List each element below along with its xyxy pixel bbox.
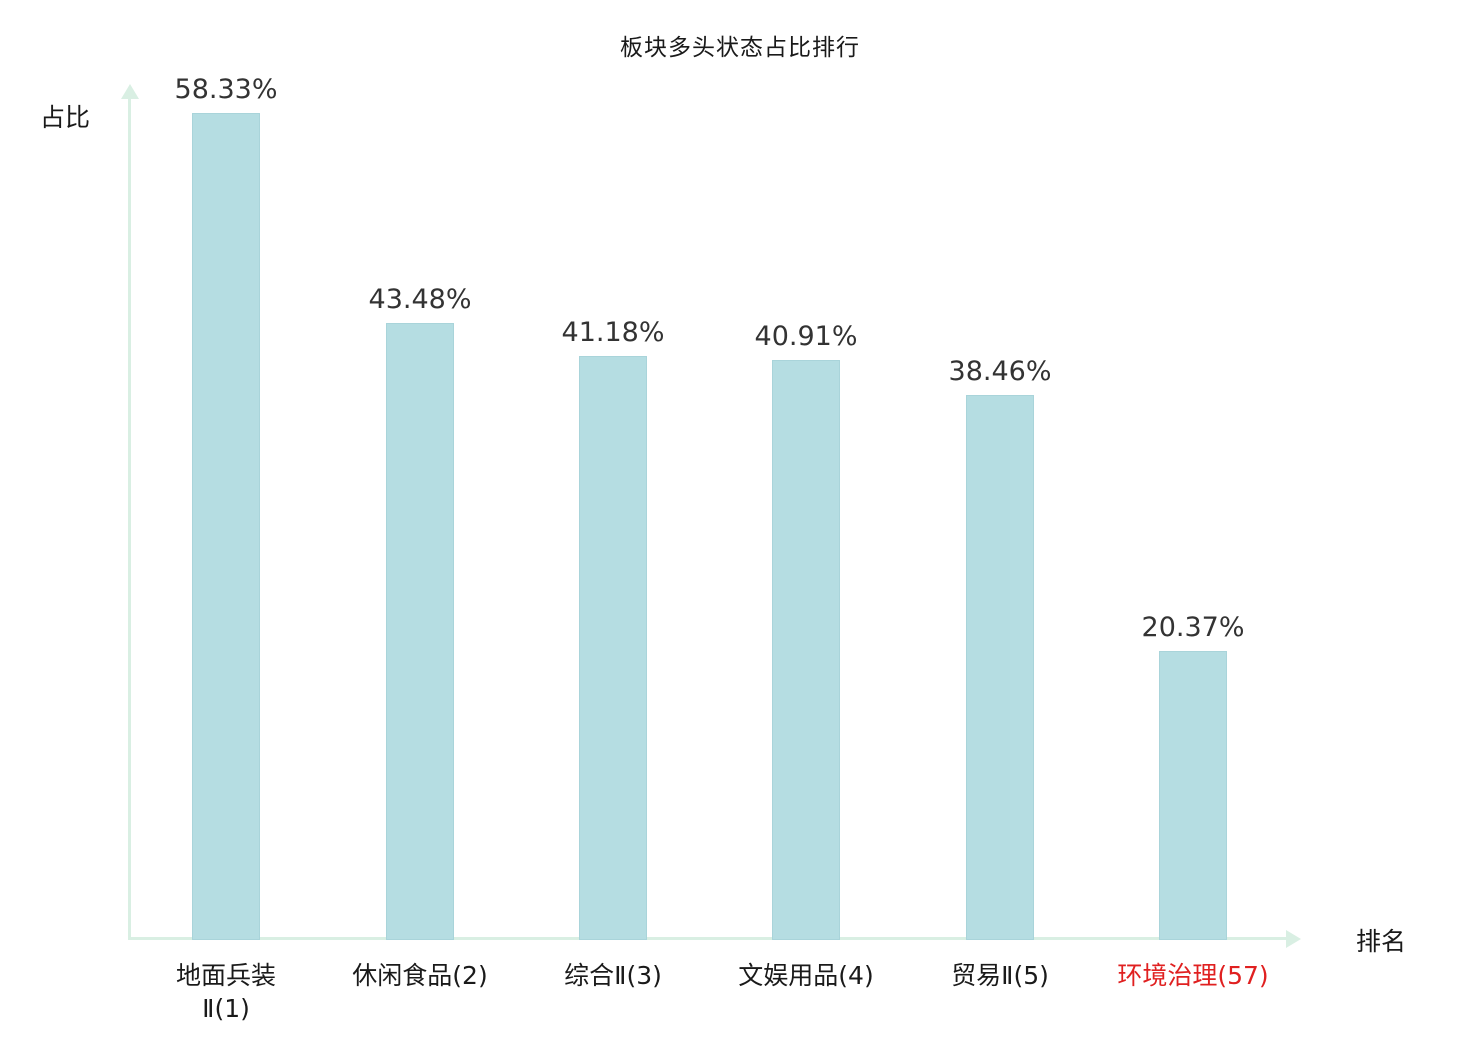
category-label: 贸易Ⅱ(5) xyxy=(951,961,1049,990)
category-label: 环境治理(57) xyxy=(1117,961,1269,990)
bar xyxy=(192,113,260,940)
bar-value-label: 40.91% xyxy=(754,321,858,352)
y-axis-line xyxy=(128,98,131,940)
x-axis-line xyxy=(128,937,1290,940)
category-label: 地面兵装 Ⅱ(1) xyxy=(175,961,276,1023)
bar-value-label: 20.37% xyxy=(1141,612,1245,643)
y-axis-arrow-icon xyxy=(121,84,139,99)
x-axis-label: 排名 xyxy=(1356,927,1407,956)
category-label: 综合Ⅱ(3) xyxy=(564,961,662,990)
bar-value-label: 38.46% xyxy=(948,356,1052,387)
bar xyxy=(1159,651,1227,940)
bar-group: 41.18% xyxy=(562,317,664,940)
bar xyxy=(579,356,647,940)
bar-group: 58.33% xyxy=(175,74,277,940)
chart-title: 板块多头状态占比排行 xyxy=(620,35,860,61)
bar-value-label: 58.33% xyxy=(174,74,278,105)
category-label: 文娱用品(4) xyxy=(738,961,874,990)
bar-value-label: 43.48% xyxy=(368,284,472,315)
bar-group: 20.37% xyxy=(1142,612,1244,940)
bar-group: 43.48% xyxy=(369,284,471,940)
y-axis-label: 占比 xyxy=(40,103,91,132)
bar xyxy=(772,360,840,940)
bar xyxy=(966,395,1034,940)
x-axis-arrow-icon xyxy=(1286,930,1301,948)
bar-group: 38.46% xyxy=(949,356,1051,940)
bar-group: 40.91% xyxy=(755,321,857,940)
bar xyxy=(386,323,454,940)
bar-value-label: 41.18% xyxy=(561,317,665,348)
category-label: 休闲食品(2) xyxy=(352,961,488,990)
